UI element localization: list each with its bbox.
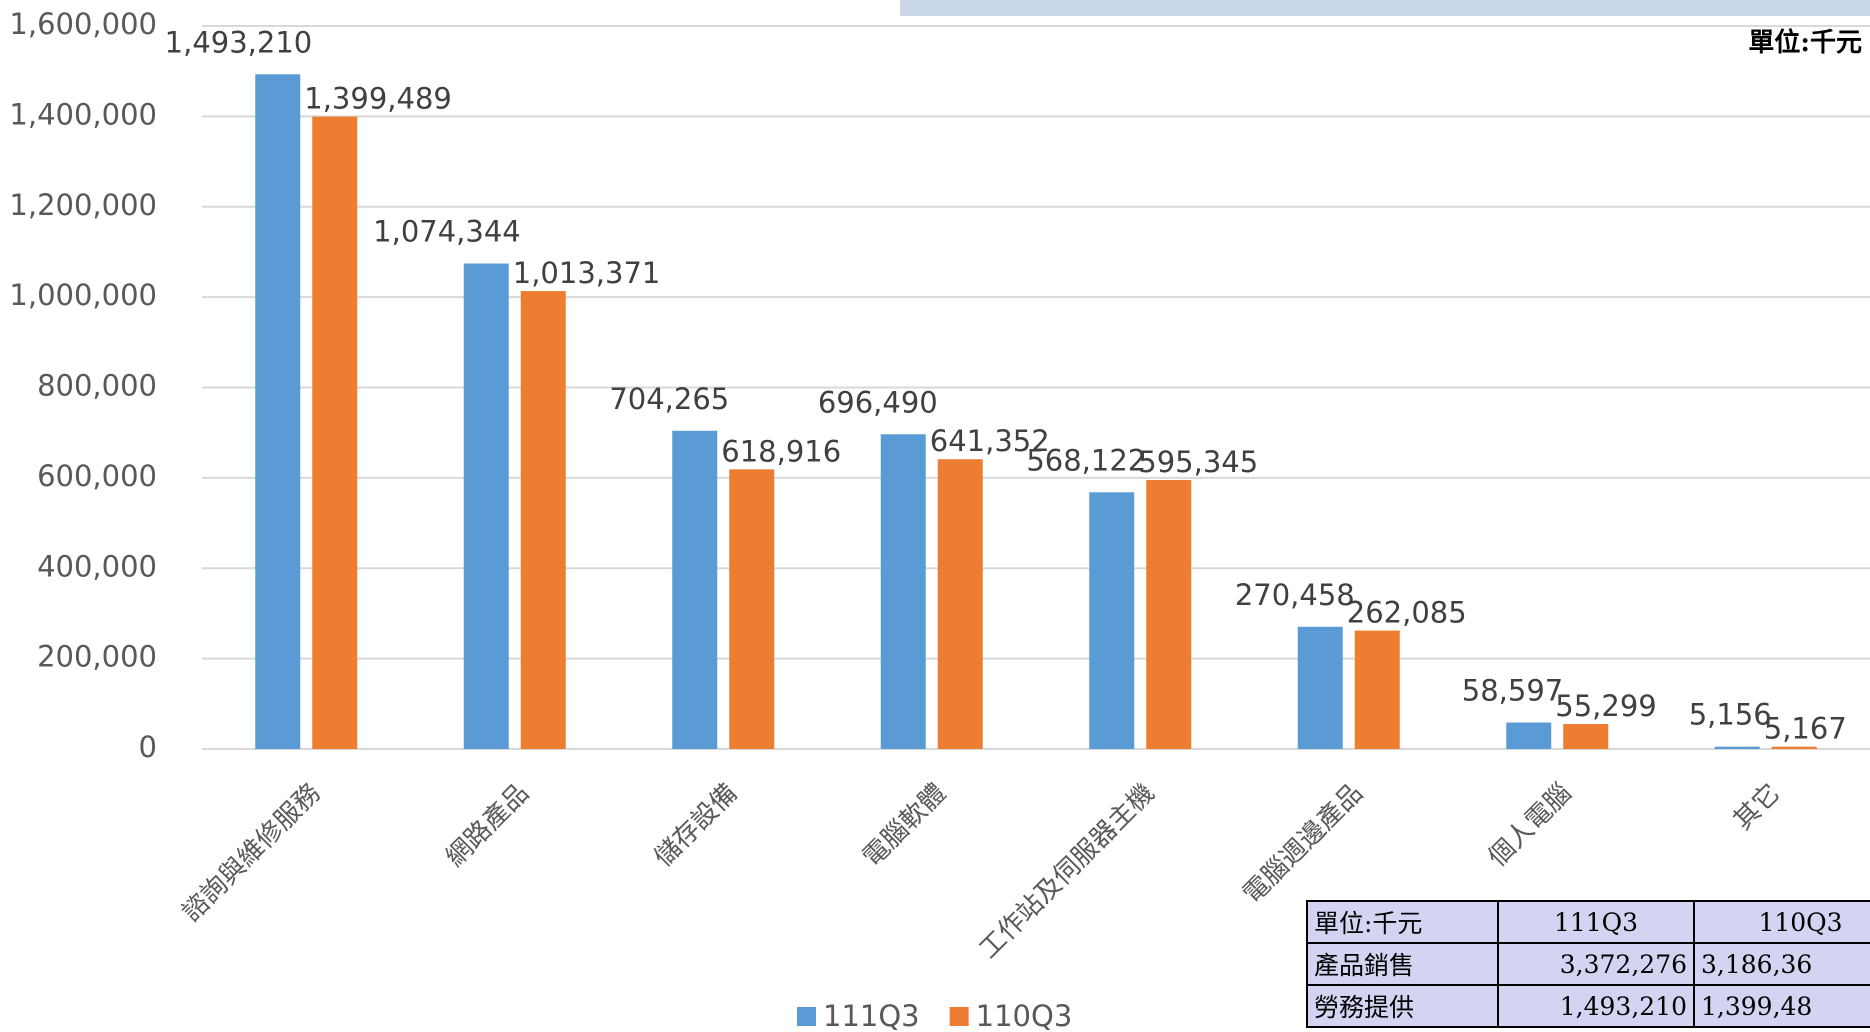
data-label: 5,156 bbox=[1689, 698, 1772, 732]
data-label: 641,352 bbox=[930, 424, 1050, 458]
bar bbox=[255, 74, 301, 749]
bar bbox=[1506, 722, 1552, 749]
table-cell: 1,399,48 bbox=[1693, 984, 1870, 1028]
data-label: 1,013,371 bbox=[513, 256, 661, 290]
data-label: 1,493,210 bbox=[165, 25, 313, 59]
y-tick-label: 1,600,000 bbox=[9, 7, 157, 41]
data-label: 1,399,489 bbox=[304, 82, 452, 116]
table-cell: 1,493,210 bbox=[1497, 984, 1695, 1028]
x-tick-label: 諮詢與維修服務 bbox=[177, 778, 327, 928]
table-cell: 產品銷售 bbox=[1306, 942, 1499, 986]
legend-label: 110Q3 bbox=[976, 999, 1073, 1032]
summary-table: 單位:千元 111Q3 110Q3 產品銷售 3,372,276 3,186,3… bbox=[1306, 900, 1870, 1028]
data-label: 696,490 bbox=[818, 385, 938, 419]
bar bbox=[520, 291, 566, 749]
x-tick-label: 其它 bbox=[1728, 778, 1786, 836]
data-label: 55,299 bbox=[1555, 689, 1656, 723]
data-label: 704,265 bbox=[609, 382, 729, 416]
x-tick-label: 電腦軟體 bbox=[857, 778, 952, 873]
bar bbox=[1297, 626, 1343, 749]
y-tick-label: 1,000,000 bbox=[9, 278, 157, 312]
bar bbox=[1714, 746, 1760, 749]
bar bbox=[937, 459, 983, 749]
legend-swatch bbox=[797, 1007, 816, 1026]
x-tick-label: 儲存設備 bbox=[649, 778, 744, 873]
table-cell: 單位:千元 bbox=[1306, 900, 1499, 944]
table-row: 勞務提供 1,493,210 1,399,48 bbox=[1306, 984, 1870, 1028]
header-strip bbox=[900, 0, 1870, 16]
unit-note: 單位:千元 bbox=[1748, 27, 1862, 58]
table-cell: 3,186,36 bbox=[1693, 942, 1870, 986]
y-tick-label: 600,000 bbox=[37, 459, 157, 493]
y-tick-label: 400,000 bbox=[37, 549, 157, 583]
bar bbox=[312, 116, 358, 750]
x-tick-label: 工作站及伺服器主機 bbox=[974, 778, 1161, 965]
table-header: 單位:千元 111Q3 110Q3 bbox=[1306, 900, 1870, 944]
data-label: 618,916 bbox=[721, 434, 841, 468]
table-row: 產品銷售 3,372,276 3,186,36 bbox=[1306, 942, 1870, 986]
table-cell: 111Q3 bbox=[1497, 900, 1695, 944]
bar bbox=[1146, 479, 1192, 749]
legend-swatch bbox=[949, 1007, 969, 1026]
data-label: 262,085 bbox=[1347, 596, 1467, 630]
y-tick-label: 1,200,000 bbox=[9, 188, 157, 222]
bar bbox=[672, 430, 718, 749]
table-cell: 110Q3 bbox=[1693, 900, 1870, 944]
bar bbox=[1563, 724, 1609, 749]
x-tick-label: 電腦週邊產品 bbox=[1237, 778, 1369, 910]
x-tick-label: 個人電腦 bbox=[1483, 778, 1578, 873]
y-tick-label: 1,400,000 bbox=[9, 97, 157, 131]
bar bbox=[463, 263, 509, 749]
table-cell: 勞務提供 bbox=[1306, 984, 1499, 1028]
bar bbox=[1354, 630, 1400, 749]
data-label: 568,122 bbox=[1026, 443, 1146, 477]
data-label: 595,345 bbox=[1138, 445, 1258, 479]
bar bbox=[880, 434, 926, 749]
y-tick-label: 200,000 bbox=[37, 640, 157, 674]
y-tick-label: 800,000 bbox=[37, 369, 157, 403]
data-label: 58,597 bbox=[1462, 674, 1563, 708]
table-cell: 3,372,276 bbox=[1497, 942, 1695, 986]
bar bbox=[729, 469, 775, 749]
bar bbox=[1771, 746, 1817, 749]
data-label: 270,458 bbox=[1235, 578, 1355, 612]
data-label: 1,074,344 bbox=[373, 215, 521, 249]
data-label: 5,167 bbox=[1764, 712, 1847, 746]
legend-label: 111Q3 bbox=[823, 999, 920, 1032]
bar bbox=[1089, 492, 1135, 749]
y-tick-label: 0 bbox=[139, 730, 157, 764]
x-tick-label: 網路產品 bbox=[440, 778, 535, 873]
